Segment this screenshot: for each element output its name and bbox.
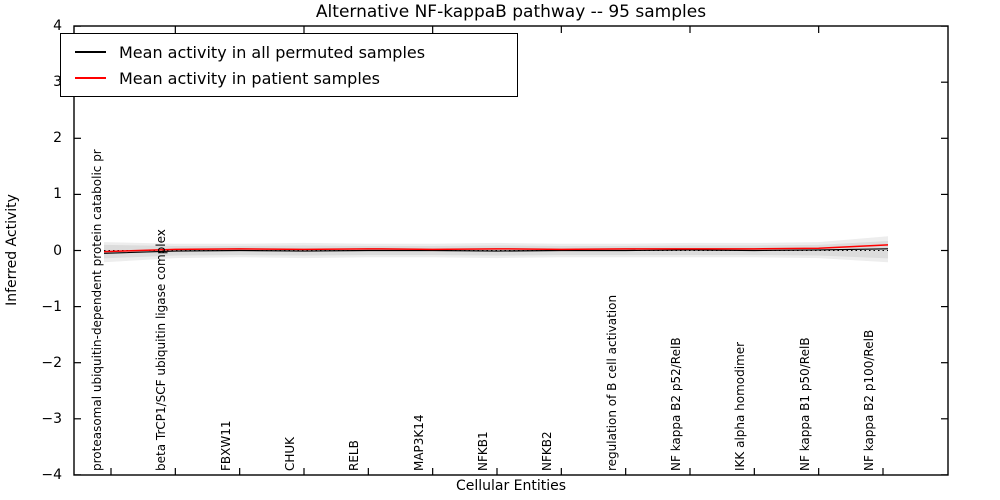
y-tick-label: 2 xyxy=(53,130,62,147)
permuted-line-sample xyxy=(75,51,106,53)
x-tick-label: beta TrCP1/SCF ubiquitin ligase complex xyxy=(154,229,169,471)
confidence-band xyxy=(104,240,888,259)
x-tick-label: RELB xyxy=(347,440,362,471)
x-tick-label: proteasomal ubiquitin-dependent protein … xyxy=(90,149,104,471)
legend-label-patient: Mean activity in patient samples xyxy=(119,68,380,88)
x-tick-label: NFKB1 xyxy=(475,431,490,471)
x-tick-label: NF kappa B2 p52/RelB xyxy=(668,337,683,471)
y-tick-label: −2 xyxy=(41,354,62,371)
permuted-mean-line xyxy=(103,248,889,254)
x-axis-label: Cellular Entities xyxy=(455,478,567,494)
y-tick-label: 0 xyxy=(53,242,62,259)
y-tick-label: 4 xyxy=(53,18,62,35)
x-tick-label: NF kappa B1 p50/RelB xyxy=(797,337,812,471)
x-tick-label: NFKB2 xyxy=(540,431,555,471)
x-tick-label: IKK alpha homodimer xyxy=(733,341,748,471)
legend-label-permuted: Mean activity in all permuted samples xyxy=(119,42,426,62)
x-tick-label: regulation of B cell activation xyxy=(604,294,619,471)
patient-mean-line xyxy=(103,244,889,253)
x-tick-label: MAP3K14 xyxy=(411,414,426,471)
legend-entry-patient: Mean activity in patient samples xyxy=(61,69,517,88)
x-tick-label: FBXW11 xyxy=(218,420,233,472)
x-tick-label: NF kappa B2 p100/RelB xyxy=(861,329,876,471)
y-tick-label: 1 xyxy=(53,186,62,203)
patient-line-sample xyxy=(75,77,106,79)
y-tick-label: −3 xyxy=(41,410,62,427)
legend-entry-permuted: Mean activity in all permuted samples xyxy=(61,43,517,62)
legend-box: Mean activity in all permuted samples Me… xyxy=(60,33,518,97)
chart-title: Alternative NF-kappaB pathway -- 95 samp… xyxy=(315,2,707,22)
y-tick-label: −1 xyxy=(41,298,62,315)
y-tick-label: −4 xyxy=(41,466,62,483)
x-tick-label: CHUK xyxy=(282,436,297,471)
y-tick-label: 3 xyxy=(53,74,62,91)
